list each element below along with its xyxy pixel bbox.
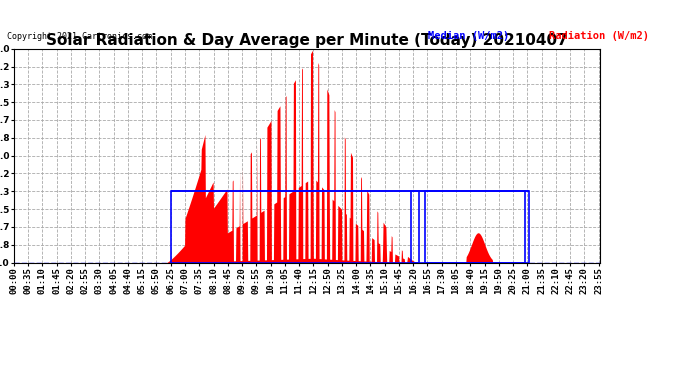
Bar: [170, 191, 529, 262]
Text: Copyright 2021 Cartronics.com: Copyright 2021 Cartronics.com: [7, 32, 152, 41]
Title: Solar Radiation & Day Average per Minute (Today) 20210407: Solar Radiation & Day Average per Minute…: [46, 33, 568, 48]
Bar: [426, 191, 525, 262]
Text: Radiation (W/m2): Radiation (W/m2): [549, 32, 649, 41]
Text: Median (W/m2): Median (W/m2): [428, 32, 509, 41]
Bar: [411, 191, 420, 262]
